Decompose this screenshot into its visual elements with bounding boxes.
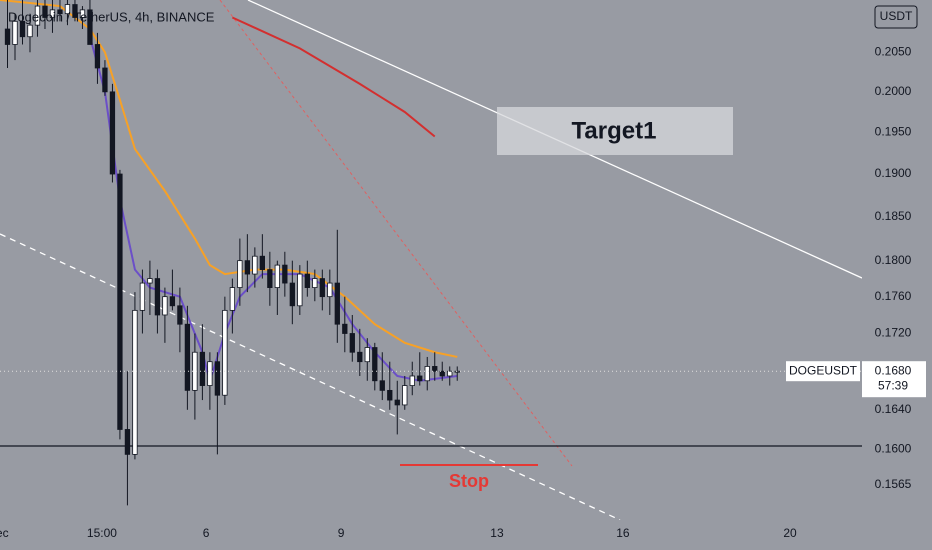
candle-body (4, 28, 11, 45)
candle-body (94, 44, 101, 69)
candle-body (244, 260, 251, 275)
y-tick-label: 0.1850 (875, 209, 912, 223)
candle-body (12, 20, 18, 45)
candle-body (282, 264, 288, 284)
candle-body (334, 282, 340, 325)
candle-body (327, 282, 333, 298)
candle-body (364, 347, 370, 363)
candle-body (147, 278, 153, 284)
stop-label: Stop (449, 471, 489, 491)
symbol-label: DOGEUSDT (789, 363, 858, 377)
candle-body (409, 375, 415, 386)
currency-badge (874, 5, 918, 29)
candle-body (42, 5, 48, 18)
last-price-label: 0.1680 (875, 363, 912, 377)
candle-body (132, 309, 138, 455)
candle-body (169, 296, 176, 307)
candle-body (424, 366, 430, 382)
y-tick-label: 0.2050 (875, 44, 912, 58)
trend-line (219, 0, 573, 467)
ma-line (231, 16, 436, 138)
candle-body (79, 9, 86, 18)
y-tick-label: 0.2000 (875, 84, 912, 98)
candle-body (394, 399, 400, 406)
candle-body (177, 305, 183, 325)
candle-body (357, 351, 363, 363)
price-box (862, 361, 926, 398)
candle-body (124, 429, 131, 455)
x-tick-label: 9 (338, 526, 345, 540)
y-tick-label: 0.1600 (875, 442, 912, 456)
candle-body (289, 282, 295, 307)
candle-body (139, 282, 146, 311)
trend-line (0, 233, 621, 520)
y-tick-label: 0.1950 (875, 125, 912, 139)
candle-body (57, 9, 63, 15)
x-tick-label: 20 (783, 526, 797, 540)
candle-body (87, 9, 93, 45)
x-tick-label: 15:00 (87, 526, 117, 540)
candle-body (34, 5, 41, 26)
candle-body (214, 361, 221, 396)
candle-body (72, 4, 78, 18)
y-tick-label: 0.1900 (875, 166, 912, 180)
candle-body (372, 347, 378, 382)
y-tick-label: 0.1800 (875, 253, 912, 267)
candle-body (154, 278, 161, 316)
candle-body (109, 91, 116, 175)
countdown: 57:39 (878, 378, 908, 392)
candle-body (259, 255, 265, 270)
candle-body (229, 287, 236, 311)
candle-body (27, 24, 33, 38)
y-tick-label: 0.1720 (875, 326, 912, 340)
ma-line (0, 0, 458, 358)
candle-body (447, 370, 453, 377)
y-tick-label: 0.1565 (875, 477, 912, 491)
x-tick-label: 13 (490, 526, 504, 540)
candle-body (274, 264, 280, 288)
candle-body (349, 333, 355, 353)
candle-body (432, 366, 438, 372)
currency: USDT (880, 9, 913, 23)
candle-body (199, 351, 206, 386)
candle-body (207, 361, 213, 386)
target-box (497, 107, 733, 155)
candle-body (387, 389, 393, 401)
candle-body (342, 323, 348, 334)
symbol-box (786, 361, 860, 382)
candle-body (237, 260, 243, 288)
chart-title: Dogecoin / TetherUS, 4h, BINANCE (8, 9, 215, 24)
candle-body (19, 20, 26, 38)
candle-body (162, 296, 168, 316)
candle-body (319, 278, 325, 298)
x-tick-label: 6 (203, 526, 210, 540)
target-label: Target1 (572, 117, 657, 144)
candle-body (312, 278, 318, 288)
y-tick-label: 0.1760 (875, 289, 912, 303)
candle-body (417, 375, 423, 382)
candle-body (297, 273, 303, 307)
candle-body (379, 380, 385, 391)
candle-body (49, 9, 56, 18)
candle-body (439, 370, 445, 377)
candle-body (267, 269, 273, 288)
plot-area: Target1 Stop (0, 0, 862, 520)
candle-body (102, 67, 108, 93)
y-tick-label: 0.1640 (875, 402, 912, 416)
candle-body (222, 309, 228, 396)
candle-body (117, 173, 123, 430)
candle-body (252, 255, 258, 275)
candle-body (304, 273, 310, 288)
candle-body (454, 370, 460, 373)
x-tick-label: ec (0, 526, 9, 540)
candle-body (64, 4, 71, 15)
candle-body (402, 385, 408, 406)
candle-body (184, 323, 191, 391)
x-tick-label: 16 (616, 526, 630, 540)
